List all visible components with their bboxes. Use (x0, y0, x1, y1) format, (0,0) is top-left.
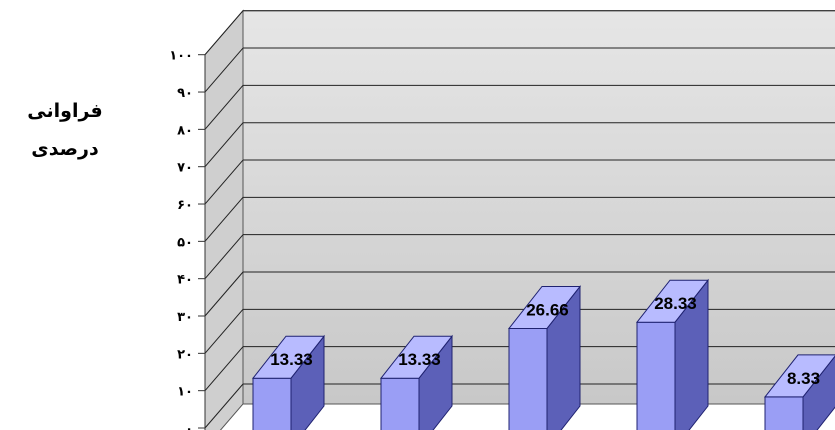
y-tick-label-4: ۴۰ (177, 273, 193, 288)
y-axis-title: فراوانی درصدی (10, 92, 120, 168)
bar-4 (763, 354, 835, 430)
gridline-side-3 (204, 271, 244, 317)
y-tick-label-3: ۳۰ (177, 310, 193, 325)
bar-1 (379, 334, 454, 430)
y-axis-title-line-2: درصدی (31, 138, 99, 160)
data-labels: 13.33 13.33 26.66 28.33 8.33 (270, 294, 820, 388)
gridline-side-9 (204, 47, 244, 93)
bar-2 (507, 285, 582, 430)
data-label-4: 8.33 (787, 369, 820, 388)
side-wall (204, 9, 244, 430)
data-label-3: 28.33 (654, 294, 697, 313)
gridline-side-1 (204, 346, 244, 391)
data-label-0: 13.33 (270, 350, 313, 369)
bar-top-1 (379, 335, 454, 379)
bar-top-3 (635, 279, 710, 323)
gridline-side-6 (204, 159, 244, 205)
gridline-side-4 (204, 234, 244, 280)
y-tick-label-8: ۸۰ (177, 123, 193, 138)
bar-0 (251, 334, 326, 430)
y-tick-label-10: ۱۰۰ (169, 49, 193, 64)
bar-3 (635, 278, 710, 430)
y-axis-title-line-1: فراوانی (27, 100, 103, 122)
bar-top-4 (763, 354, 835, 398)
gridline-side-8 (204, 85, 244, 130)
gridline-side-10 (204, 10, 244, 56)
bars (251, 278, 835, 430)
gridline-side-2 (204, 309, 244, 354)
bar-front-3 (636, 321, 676, 430)
y-tick-label-9: ۹۰ (177, 86, 193, 101)
gridline-side-7 (204, 122, 244, 168)
data-label-1: 13.33 (398, 350, 441, 369)
bar-top-2 (507, 285, 582, 329)
y-tick-label-1: ۱۰ (177, 385, 193, 400)
y-axis: ۰ ۱۰ ۲۰ ۳۰ ۴۰ ۵۰ ۶۰ ۷۰ ۸۰ ۹۰ ۱۰۰ (169, 49, 206, 430)
gridline-side-0 (204, 383, 244, 429)
y-tick-label-2: ۲۰ (177, 347, 193, 362)
y-tick-label-5: ۵۰ (177, 235, 193, 250)
bar-front-4 (764, 396, 804, 430)
data-label-2: 26.66 (526, 300, 569, 319)
y-tick-label-0: ۰ (185, 422, 193, 430)
y-tick-label-7: ۷۰ (177, 161, 193, 176)
bar-top-0 (251, 335, 326, 379)
bar-front-1 (380, 377, 420, 430)
bar-front-2 (508, 327, 548, 430)
bar-front-0 (252, 377, 292, 430)
gridline-side-5 (204, 197, 244, 242)
y-tick-label-6: ۶۰ (177, 198, 193, 213)
